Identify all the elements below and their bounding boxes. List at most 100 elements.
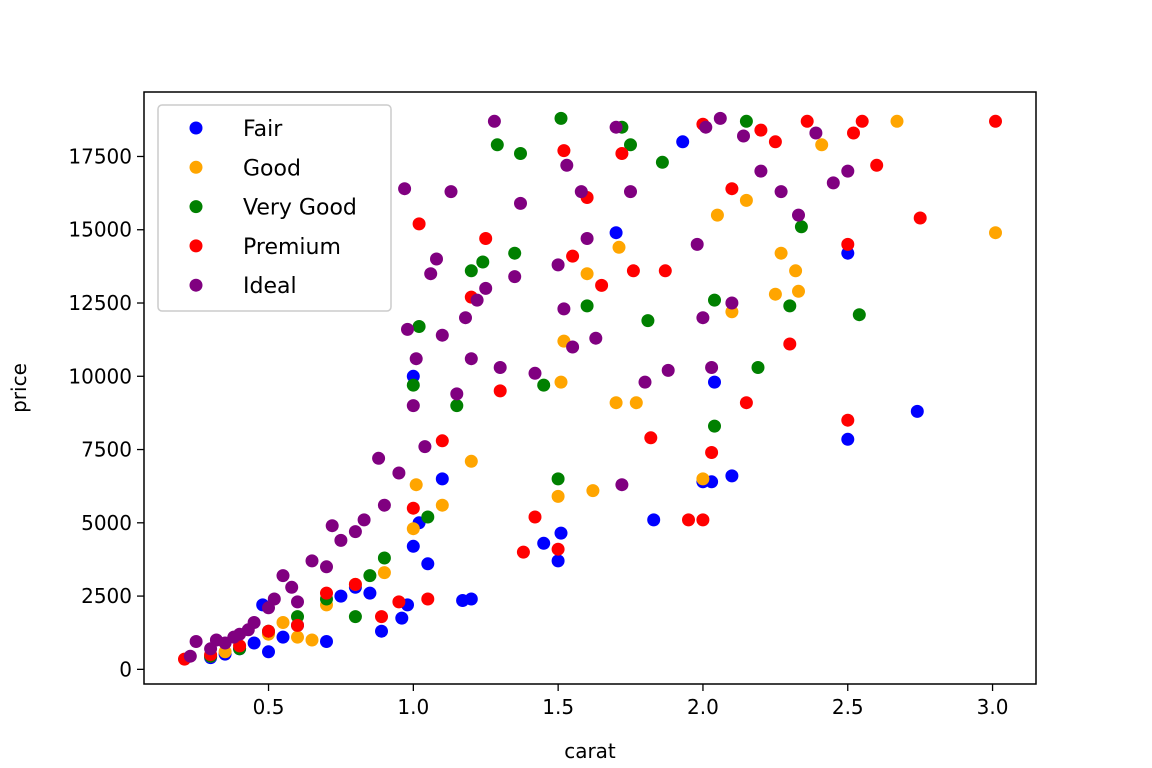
data-point [377,566,391,580]
data-point [595,278,609,292]
data-point [409,352,423,366]
y-tick-label: 12500 [68,291,132,315]
data-point [537,378,551,392]
data-point [551,472,565,486]
data-point [363,586,377,600]
data-point [476,255,490,269]
y-tick-label: 5000 [81,511,132,535]
data-point [855,114,869,128]
data-point [464,592,478,606]
data-point [409,478,423,492]
data-point [320,560,333,574]
data-point [739,396,753,410]
data-point [291,595,304,609]
data-point [406,378,420,392]
legend-item: Good [189,156,301,181]
data-point [479,232,493,245]
data-point [276,569,290,583]
data-point [334,533,348,547]
data-point [493,384,507,398]
data-point [792,284,805,298]
data-point [699,120,713,134]
data-point [479,281,493,295]
data-point [647,513,661,527]
data-point [580,232,594,245]
data-point [725,296,739,310]
data-point [629,396,643,410]
data-point [421,557,435,571]
data-point [794,220,808,234]
data-point [372,451,386,465]
data-point [348,577,362,591]
data-point [435,498,449,512]
data-point [247,636,261,650]
legend-marker [189,160,203,174]
data-point [774,185,788,199]
data-point [676,135,690,149]
data-point [375,624,388,638]
data-point [768,135,782,149]
data-point [418,440,432,454]
legend-marker [189,239,203,253]
data-point [739,193,753,207]
data-point [783,337,797,351]
data-point [459,311,472,325]
series-premium [178,114,1002,666]
data-point [406,399,420,413]
data-point [682,513,695,527]
data-point [262,624,275,638]
legend-label: Good [243,156,301,181]
data-point [377,551,391,565]
data-point [638,375,652,389]
data-point [626,264,640,278]
data-point [450,387,464,401]
data-point [406,501,420,515]
data-point [589,331,603,345]
data-point [725,469,739,483]
data-point [528,366,542,380]
data-point [305,633,319,647]
data-point [696,472,710,486]
data-point [725,182,739,196]
data-point [870,158,884,172]
data-point [551,489,565,503]
x-axis-label: carat [564,739,616,763]
data-point [406,539,420,553]
data-point [913,211,927,225]
data-point [435,328,449,342]
data-point [624,185,637,199]
data-point [435,472,449,486]
data-point [450,399,464,413]
plot-area-frame [143,91,1037,685]
data-point [435,434,449,448]
legend-box [157,104,392,312]
data-point [841,413,855,427]
data-point [560,158,574,172]
data-point [826,176,840,190]
data-point [655,155,669,169]
data-point [641,314,655,328]
data-point [334,589,348,603]
data-point [375,610,388,624]
data-point [739,114,753,128]
data-point [792,208,805,222]
data-point [464,454,478,468]
data-point [708,419,721,433]
legend-label: Ideal [243,274,297,299]
data-point [514,196,527,210]
data-point [661,363,675,377]
y-tick-label: 15000 [68,218,132,242]
data-point [754,164,768,178]
data-point [291,618,304,632]
data-point [566,340,580,354]
data-point [325,519,339,533]
legend-label: Very Good [243,196,357,221]
x-tick-label: 2.5 [832,695,864,719]
data-point [276,616,290,629]
data-point [768,287,782,301]
legend-label: Fair [243,117,283,142]
data-point [890,114,904,128]
data-point [348,525,362,539]
y-tick-label: 17500 [68,144,132,168]
data-point [444,185,458,199]
